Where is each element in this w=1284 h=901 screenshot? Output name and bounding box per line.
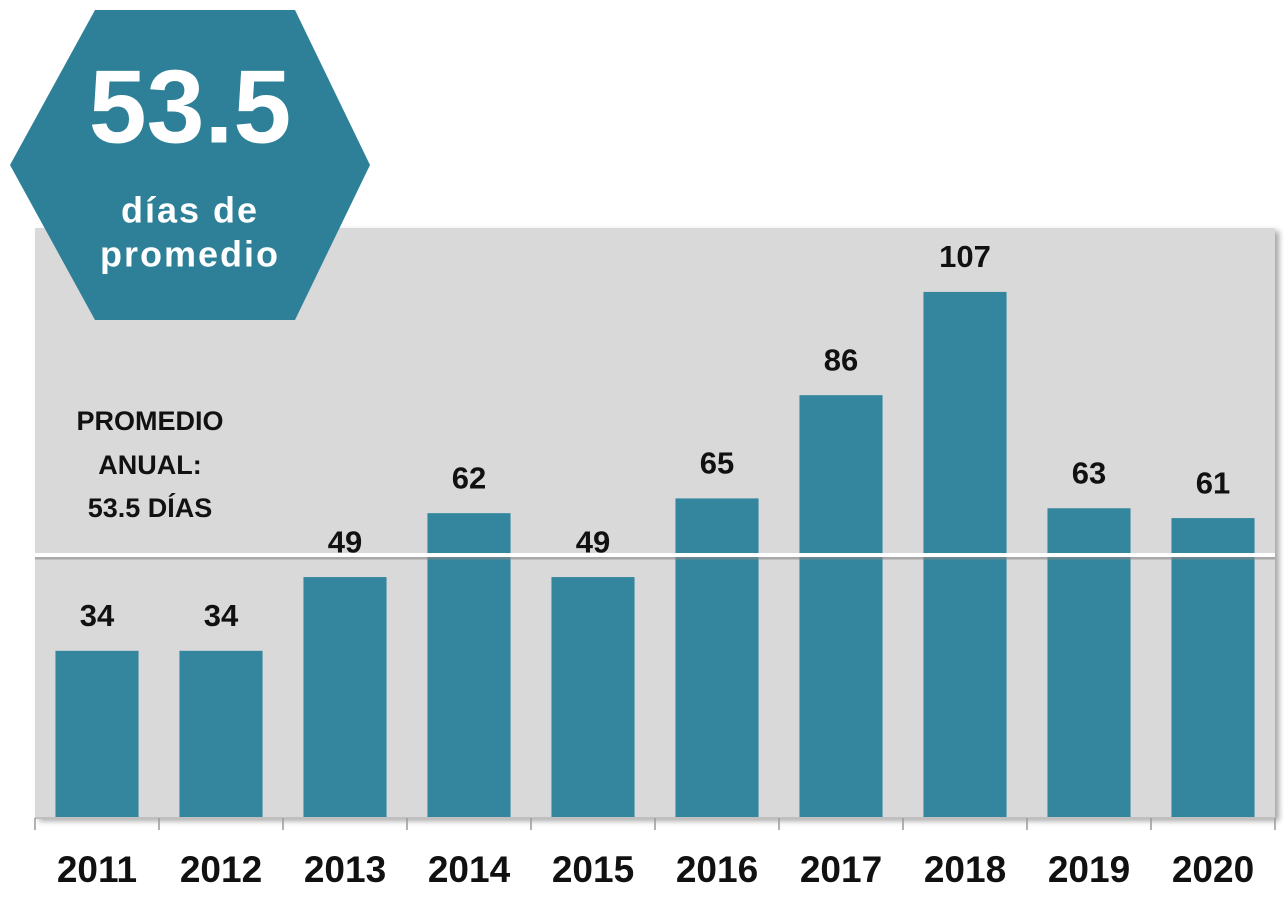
x-tick-label: 2011 xyxy=(57,849,137,890)
value-label: 65 xyxy=(700,446,734,481)
x-tick-label: 2014 xyxy=(428,849,511,890)
average-value: 53.5 xyxy=(89,49,291,165)
x-tick-label: 2015 xyxy=(552,849,634,890)
bar xyxy=(55,650,139,818)
bar xyxy=(675,498,759,818)
value-label: 34 xyxy=(204,598,239,633)
value-label: 62 xyxy=(452,460,486,495)
x-tick-label: 2012 xyxy=(180,849,262,890)
value-label: 34 xyxy=(80,598,115,633)
average-caption: promedio xyxy=(100,234,280,275)
bar xyxy=(1047,508,1131,818)
bar xyxy=(551,577,635,818)
value-label: 107 xyxy=(939,239,991,274)
bar xyxy=(1171,518,1255,818)
x-tick-label: 2019 xyxy=(1048,849,1130,890)
value-label: 63 xyxy=(1072,455,1106,490)
average-caption: días de xyxy=(121,190,259,231)
bar xyxy=(799,395,883,818)
x-tick-label: 2020 xyxy=(1172,849,1254,890)
value-label: 61 xyxy=(1196,465,1230,500)
annotation: ANUAL: xyxy=(98,450,201,480)
x-tick-label: 2013 xyxy=(304,849,386,890)
x-tick-label: 2018 xyxy=(924,849,1006,890)
value-label: 86 xyxy=(824,342,858,377)
x-tick-label: 2017 xyxy=(800,849,882,890)
bar xyxy=(303,577,387,818)
bar xyxy=(179,650,263,818)
annotation: 53.5 DÍAS xyxy=(88,492,213,523)
average-badge xyxy=(10,10,370,320)
x-tick-label: 2016 xyxy=(676,849,758,890)
bar xyxy=(427,513,511,818)
annotation: PROMEDIO xyxy=(76,406,223,436)
